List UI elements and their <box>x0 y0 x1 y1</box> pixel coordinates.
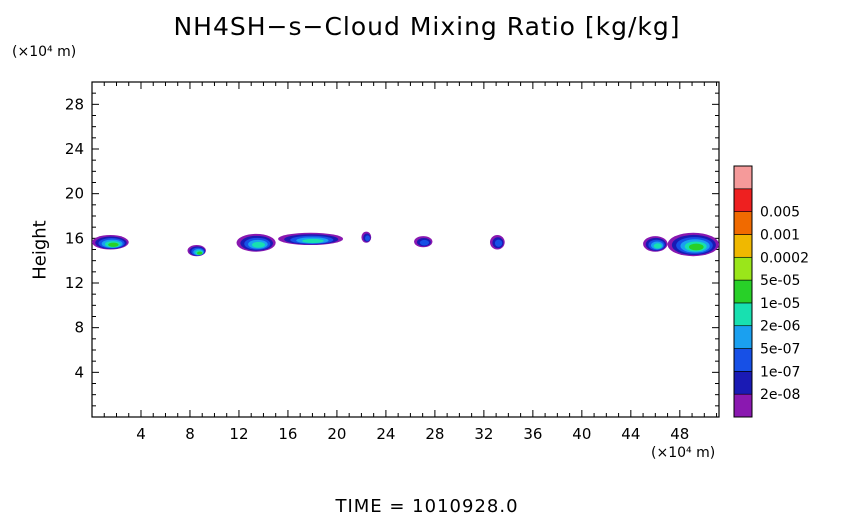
colorbar-swatch <box>733 393 753 418</box>
cloud-contour <box>419 239 430 246</box>
cloud-contour <box>251 241 266 248</box>
colorbar-label: 5e-05 <box>760 273 800 289</box>
cloud-contour <box>197 251 203 255</box>
cloud-contour <box>365 235 370 242</box>
cloud-contour <box>494 239 503 247</box>
cloud-contour <box>302 238 324 243</box>
chart-title: NH4SH−s−Cloud Mixing Ratio [kg/kg] <box>173 12 681 41</box>
colorbar-label: 5e-07 <box>760 342 800 358</box>
x-tick-label: 40 <box>572 425 591 443</box>
colorbar-label: 2e-06 <box>760 319 800 335</box>
colorbar-swatch <box>733 348 753 372</box>
x-tick-label: 8 <box>185 425 195 443</box>
colorbar-swatch <box>733 325 753 349</box>
x-tick-label: 20 <box>327 425 346 443</box>
cloud-cell <box>278 232 344 246</box>
colorbar-label: 2e-08 <box>760 387 800 403</box>
colorbar-swatch <box>733 371 753 395</box>
x-tick-label: 48 <box>670 425 689 443</box>
y-tick-label: 12 <box>65 274 84 292</box>
y-tick-label: 16 <box>65 229 84 247</box>
colorbar-swatch <box>733 165 753 190</box>
y-tick-label: 28 <box>65 95 84 113</box>
colorbar-swatch <box>733 211 753 235</box>
colorbar-label: 0.001 <box>760 227 800 243</box>
colorbar-label: 0.0002 <box>760 250 809 266</box>
colorbar-label: 0.005 <box>760 205 800 221</box>
cloud-cell <box>667 232 719 257</box>
cloud-layer <box>92 231 719 257</box>
colorbar-label: 1e-07 <box>760 364 800 380</box>
x-tick-label: 24 <box>376 425 395 443</box>
cloud-cell <box>414 236 433 248</box>
cloud-contour <box>108 242 119 247</box>
y-tick-label: 8 <box>74 319 84 337</box>
y-tick-label: 20 <box>65 185 84 203</box>
colorbar-frame <box>733 165 753 418</box>
cloud-cell <box>361 231 372 243</box>
x-tick-label: 28 <box>425 425 444 443</box>
colorbar-swatch <box>733 302 753 327</box>
cloud-cell <box>489 234 505 250</box>
plot-frame <box>91 81 720 418</box>
cloud-cell <box>643 236 668 252</box>
y-tick-label: 4 <box>74 363 84 381</box>
colorbar-legend: 2e-08 1e-07 5e-07 2e-06 1e-05 5e-05 0.0002 0.00… <box>733 165 809 418</box>
x-tick-label: 12 <box>229 425 248 443</box>
colorbar-swatch <box>733 188 753 212</box>
y-tick-label: 24 <box>65 140 84 158</box>
x-tick-label: 32 <box>474 425 493 443</box>
cloud-cell <box>187 245 206 257</box>
cloud-contour <box>653 243 662 249</box>
cloud-cell <box>236 233 276 252</box>
x-tick-label: 4 <box>136 425 146 443</box>
colorbar-swatch <box>733 234 753 258</box>
colorbar-swatch <box>733 279 753 304</box>
x-tick-label: 16 <box>278 425 297 443</box>
time-readout: TIME = 1010928.0 <box>335 496 519 517</box>
colorbar-swatch <box>733 256 753 281</box>
x-tick-label: 44 <box>621 425 640 443</box>
cloud-cell <box>92 234 129 250</box>
y-axis-unit: (×10⁴ m) <box>12 44 77 60</box>
cloud-contour <box>688 243 704 251</box>
x-axis-unit: (×10⁴ m) <box>651 445 716 461</box>
colorbar-label: 1e-05 <box>760 296 800 312</box>
x-tick-label: 36 <box>523 425 542 443</box>
